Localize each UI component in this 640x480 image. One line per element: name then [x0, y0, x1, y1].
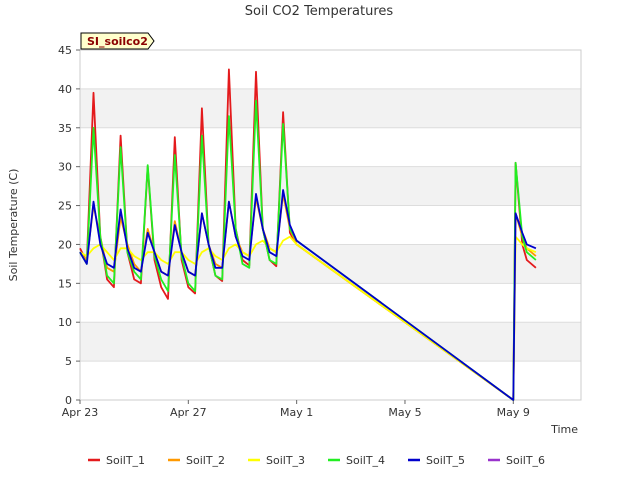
- plot-band: [80, 244, 581, 284]
- legend-label: SoilT_1: [106, 454, 145, 467]
- station-badge: SI_soilco2: [80, 32, 155, 50]
- legend-label: SoilT_4: [346, 454, 385, 467]
- legend-label: SoilT_6: [506, 454, 545, 467]
- plot-band: [80, 322, 581, 362]
- station-badge-box: [80, 32, 155, 50]
- plot-band: [80, 205, 581, 245]
- y-tick-label: 20: [58, 238, 72, 251]
- legend: SoilT_1 SoilT_2 SoilT_3 SoilT_4 SoilT_5 SoilT…: [88, 454, 545, 467]
- plot-area: [79, 49, 582, 401]
- y-tick-label: 0: [65, 394, 72, 407]
- plot-band: [80, 50, 581, 89]
- x-tick-label: May 1: [280, 406, 313, 419]
- y-axis-title: Soil Temperature (C): [7, 169, 20, 282]
- plot-band: [80, 127, 581, 167]
- x-tick-label: Apr 27: [170, 406, 207, 419]
- x-tick-label: May 5: [388, 406, 421, 419]
- y-tick-label: 40: [58, 83, 72, 96]
- series-line-soilt_5: [79, 189, 537, 401]
- y-tick-label: 10: [58, 316, 72, 329]
- x-tick-label: May 9: [497, 406, 530, 419]
- x-tick-label: Apr 23: [62, 406, 99, 419]
- series-line-soilt_4: [79, 99, 537, 401]
- legend-label: SoilT_3: [266, 454, 305, 467]
- legend-label: SoilT_2: [186, 454, 225, 467]
- plot-bands: [80, 50, 581, 400]
- legend-label: SoilT_5: [426, 454, 465, 467]
- y-tick-label: 25: [58, 200, 72, 213]
- plot-band: [80, 283, 581, 323]
- chart-title: Soil CO2 Temperatures: [245, 4, 394, 19]
- y-tick-label: 30: [58, 161, 72, 174]
- y-tick-label: 5: [65, 355, 72, 368]
- plot-band: [80, 166, 581, 206]
- x-axis: Apr 23 Apr 27 May 1 May 5 May 9: [62, 400, 530, 419]
- series-layer: [79, 68, 537, 401]
- plot-band: [80, 88, 581, 128]
- station-badge-label: SI_soilco2: [87, 35, 148, 48]
- y-tick-label: 15: [58, 277, 72, 290]
- x-axis-title: Time: [550, 423, 578, 436]
- y-axis: 0 5 10 15 20 25 30 35 40 45: [58, 44, 80, 407]
- plot-band: [80, 361, 581, 400]
- series-line-soilt_3: [79, 235, 537, 401]
- y-tick-label: 35: [58, 122, 72, 135]
- y-tick-label: 45: [58, 44, 72, 57]
